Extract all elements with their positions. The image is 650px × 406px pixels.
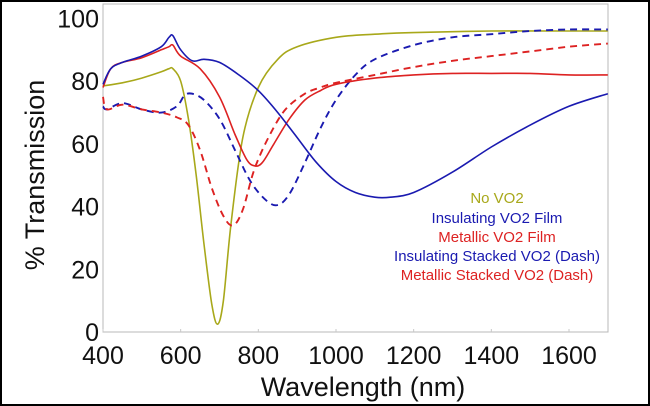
series-layer — [102, 28, 609, 325]
plot-area — [102, 3, 609, 333]
x-tick-label: 1600 — [541, 342, 597, 370]
series-line-no-vo2 — [102, 30, 608, 325]
series-line-metallic-vo2-film — [102, 43, 608, 167]
x-axis-title: Wavelength (nm) — [261, 372, 466, 402]
x-tick-label: 800 — [237, 342, 279, 370]
y-tick-label: 100 — [57, 6, 99, 34]
series-line-insulating-vo2-film — [102, 34, 609, 199]
series-line-insulating-stacked-vo2-dash — [102, 28, 608, 207]
legend-entry-metallic-film: Metallic VO2 Film — [438, 229, 556, 246]
y-axis-ticks: 0 20 40 60 80 100 — [57, 6, 99, 348]
y-tick-label: 20 — [71, 256, 99, 284]
x-tick-label: 600 — [160, 342, 202, 370]
legend: No VO2 Insulating VO2 Film Metallic VO2 … — [394, 190, 600, 284]
x-tick-label: 1200 — [386, 342, 442, 370]
y-tick-label: 60 — [71, 131, 99, 159]
y-tick-label: 0 — [85, 319, 99, 347]
x-axis-ticks: 400 600 800 1000 1200 1400 1600 — [82, 329, 597, 370]
x-tick-label: 400 — [82, 342, 124, 370]
x-tick-label: 1000 — [308, 342, 364, 370]
legend-entry-insulating-stacked: Insulating Stacked VO2 (Dash) — [394, 248, 600, 265]
legend-entry-no-vo2: No VO2 — [470, 190, 523, 207]
legend-entry-metallic-stacked: Metallic Stacked VO2 (Dash) — [401, 267, 594, 284]
y-tick-label: 80 — [71, 68, 99, 96]
legend-entry-insulating-film: Insulating VO2 Film — [432, 210, 563, 227]
y-axis-title: % Transmission — [20, 80, 50, 271]
x-tick-label: 1400 — [464, 342, 520, 370]
series-line-metallic-stacked-vo2-dash — [102, 42, 608, 227]
y-tick-label: 40 — [71, 194, 99, 222]
